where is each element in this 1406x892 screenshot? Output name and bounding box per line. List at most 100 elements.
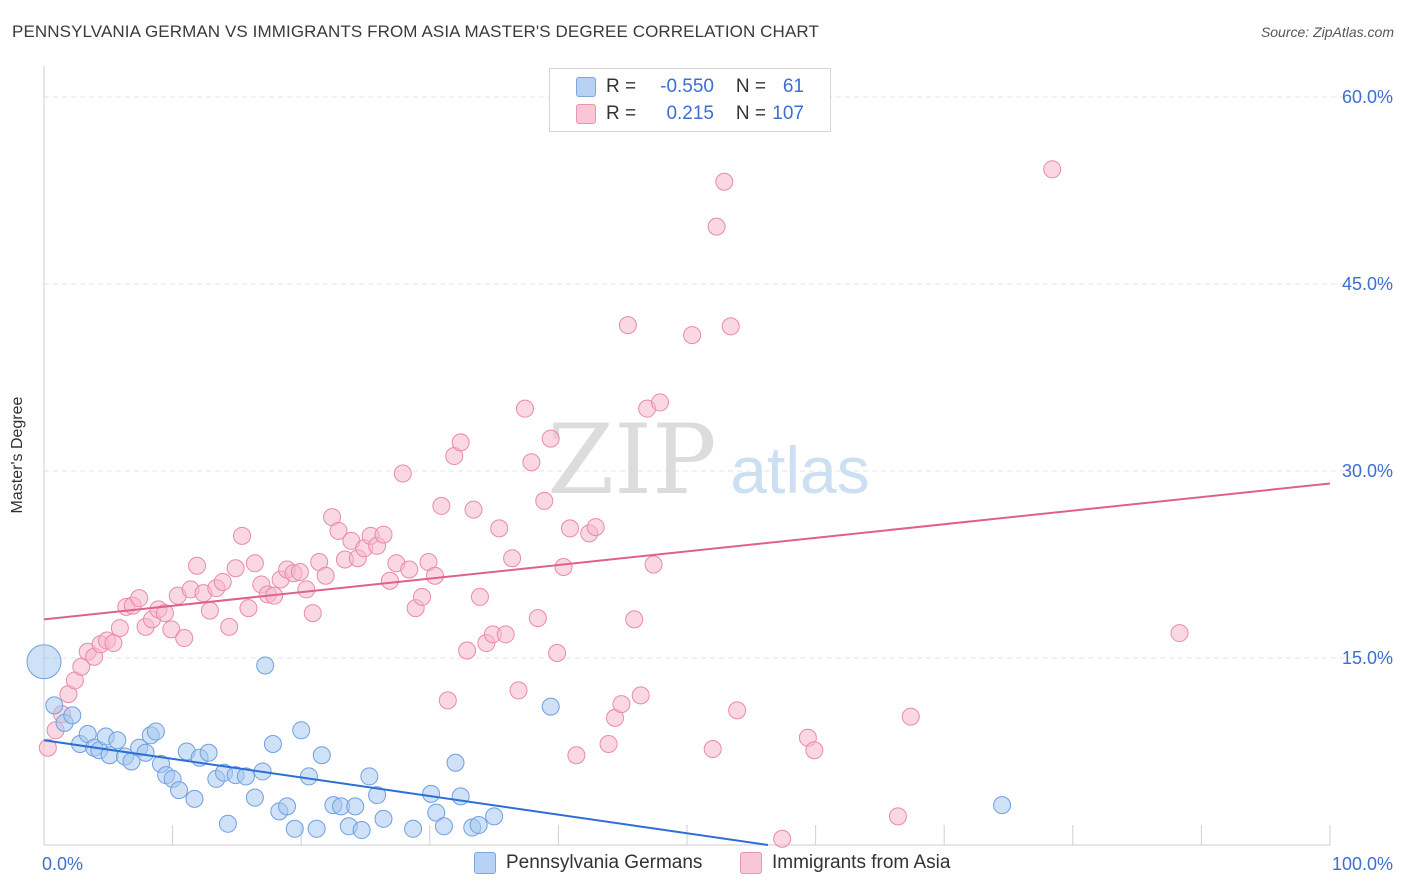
legend-swatch-blue — [474, 852, 496, 874]
data-point-immigrants-from-asia — [721, 317, 740, 336]
data-point-pennsylvania-germans — [245, 788, 264, 807]
data-point-immigrants-from-asia — [297, 580, 316, 599]
data-point-pennsylvania-germans — [146, 722, 165, 741]
x-tick-label: 100.0% — [1332, 854, 1393, 874]
data-point-immigrants-from-asia — [1043, 160, 1062, 179]
data-point-immigrants-from-asia — [425, 566, 444, 585]
data-point-pennsylvania-germans — [434, 817, 453, 836]
data-point-immigrants-from-asia — [470, 587, 489, 606]
y-tick-label: 30.0% — [1342, 461, 1393, 481]
data-point-immigrants-from-asia — [612, 695, 631, 714]
data-point-pennsylvania-germans — [199, 743, 218, 762]
data-point-immigrants-from-asia — [413, 587, 432, 606]
data-point-immigrants-from-asia — [490, 519, 509, 538]
data-point-immigrants-from-asia — [509, 681, 528, 700]
data-point-immigrants-from-asia — [650, 393, 669, 412]
data-point-immigrants-from-asia — [303, 604, 322, 623]
data-point-pennsylvania-germans — [346, 797, 365, 816]
data-point-pennsylvania-germans — [307, 819, 326, 838]
data-point-immigrants-from-asia — [560, 519, 579, 538]
data-point-immigrants-from-asia — [329, 521, 348, 540]
legend-label: Pennsylvania Germans — [506, 852, 703, 873]
data-point-immigrants-from-asia — [625, 610, 644, 629]
data-point-pennsylvania-germans — [256, 656, 275, 675]
data-point-pennsylvania-germans — [63, 706, 82, 725]
data-point-immigrants-from-asia — [528, 609, 547, 628]
data-point-immigrants-from-asia — [522, 453, 541, 472]
data-point-immigrants-from-asia — [175, 629, 194, 648]
trend-lines — [43, 482, 1331, 846]
legend-row-blue: R = -0.550 N = 61 — [576, 75, 804, 99]
data-point-immigrants-from-asia — [233, 526, 252, 545]
legend-r-value: -0.550 — [660, 76, 714, 97]
data-point-pennsylvania-germans — [446, 753, 465, 772]
data-point-immigrants-from-asia — [162, 620, 181, 639]
data-point-pennsylvania-germans — [541, 697, 560, 716]
data-point-immigrants-from-asia — [393, 464, 412, 483]
data-point-immigrants-from-asia — [188, 556, 207, 575]
x-tick-labels: 0.0% 100.0% — [42, 854, 1393, 874]
data-point-immigrants-from-asia — [567, 746, 586, 765]
data-point-pennsylvania-germans — [374, 809, 393, 828]
watermark: ZIP atlas — [547, 404, 869, 516]
data-point-immigrants-from-asia — [618, 316, 637, 335]
axes — [43, 66, 1331, 846]
legend-label: Immigrants from Asia — [772, 852, 951, 873]
data-point-immigrants-from-asia — [104, 634, 123, 653]
chart-source: Source: ZipAtlas.com — [1260, 24, 1394, 40]
data-point-pennsylvania-germans — [26, 644, 62, 680]
data-point-pennsylvania-germans — [427, 803, 446, 822]
data-point-immigrants-from-asia — [548, 644, 567, 663]
data-point-immigrants-from-asia — [554, 557, 573, 576]
data-point-immigrants-from-asia — [38, 738, 57, 757]
data-point-immigrants-from-asia — [728, 701, 747, 720]
x-tick-label: 0.0% — [42, 854, 83, 874]
data-point-immigrants-from-asia — [374, 525, 393, 544]
data-point-pennsylvania-germans — [185, 789, 204, 808]
data-point-pennsylvania-germans — [45, 696, 64, 715]
data-point-immigrants-from-asia — [707, 217, 726, 236]
data-point-pennsylvania-germans — [136, 743, 155, 762]
data-point-pennsylvania-germans — [469, 816, 488, 835]
data-point-immigrants-from-asia — [703, 740, 722, 759]
trend-line-immigrants-from-asia — [43, 482, 1331, 621]
data-point-immigrants-from-asia — [438, 691, 457, 710]
data-point-immigrants-from-asia — [110, 619, 129, 638]
data-point-immigrants-from-asia — [226, 559, 245, 578]
data-point-immigrants-from-asia — [458, 641, 477, 660]
data-point-pennsylvania-germans — [218, 814, 237, 833]
data-point-immigrants-from-asia — [631, 686, 650, 705]
data-point-immigrants-from-asia — [72, 657, 91, 676]
y-tick-label: 60.0% — [1342, 87, 1393, 107]
legend-n-value: 107 — [772, 103, 804, 124]
data-point-pennsylvania-germans — [170, 781, 189, 800]
data-point-immigrants-from-asia — [220, 617, 239, 636]
data-point-immigrants-from-asia — [130, 589, 149, 608]
data-point-immigrants-from-asia — [464, 500, 483, 519]
data-point-pennsylvania-germans — [352, 821, 371, 840]
legend-n-value: 61 — [782, 76, 804, 97]
data-point-pennsylvania-germans — [312, 746, 331, 765]
correlation-legend: R = -0.550 N = 61 R = 0.215 N = 107 — [549, 68, 831, 132]
data-point-immigrants-from-asia — [901, 707, 920, 726]
data-point-immigrants-from-asia — [213, 572, 232, 591]
legend-item-pennsylvania-germans: Pennsylvania Germans — [474, 852, 702, 874]
y-tick-label: 45.0% — [1342, 274, 1393, 294]
data-point-immigrants-from-asia — [432, 496, 451, 515]
legend-row-pink: R = 0.215 N = 107 — [576, 102, 804, 126]
data-point-pennsylvania-germans — [278, 797, 297, 816]
data-point-pennsylvania-germans — [368, 786, 387, 805]
data-point-pennsylvania-germans — [292, 721, 311, 740]
data-point-immigrants-from-asia — [715, 172, 734, 191]
data-point-immigrants-from-asia — [888, 807, 907, 826]
data-point-pennsylvania-germans — [360, 767, 379, 786]
data-point-immigrants-from-asia — [541, 429, 560, 448]
legend-item-immigrants-from-asia: Immigrants from Asia — [740, 852, 950, 874]
data-point-pennsylvania-germans — [485, 807, 504, 826]
data-point-pennsylvania-germans — [285, 819, 304, 838]
data-point-pennsylvania-germans — [993, 796, 1012, 815]
data-point-immigrants-from-asia — [496, 625, 515, 644]
y-tick-label: 15.0% — [1342, 648, 1393, 668]
legend-n-label: N = — [735, 76, 766, 97]
